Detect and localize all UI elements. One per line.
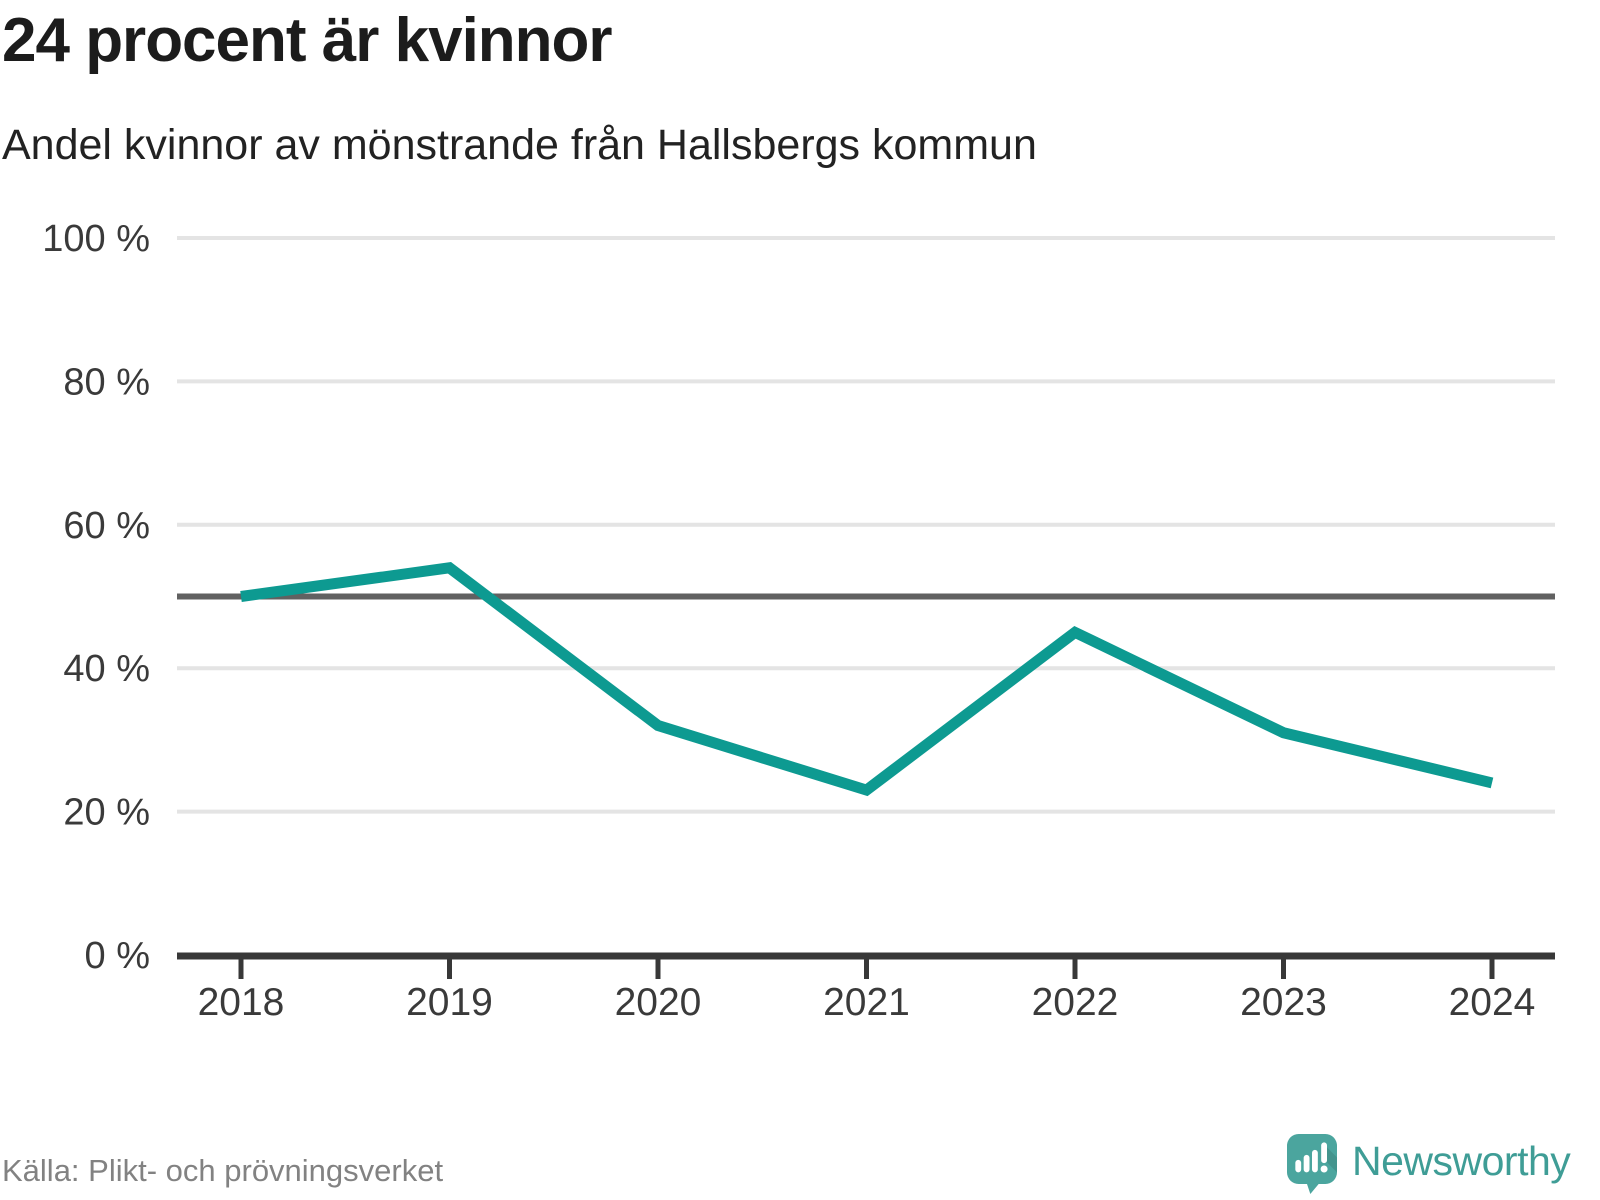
x-axis-label: 2018 bbox=[198, 981, 285, 1024]
y-axis-label: 0 % bbox=[85, 935, 150, 977]
y-axis-label: 100 % bbox=[42, 218, 150, 260]
x-axis-label: 2024 bbox=[1449, 981, 1536, 1024]
logo-exclamation-dot bbox=[1320, 1165, 1328, 1173]
y-axis-label: 20 % bbox=[63, 792, 150, 834]
y-axis-label: 40 % bbox=[63, 648, 150, 690]
x-axis-label: 2020 bbox=[615, 981, 702, 1024]
chart-title: 24 procent är kvinnor bbox=[2, 6, 613, 75]
x-axis-label: 2021 bbox=[823, 981, 910, 1024]
source-note: Källa: Plikt- och prövningsverket bbox=[2, 1153, 444, 1188]
logo-bar-3 bbox=[1312, 1149, 1318, 1173]
logo-exclamation-bar bbox=[1321, 1142, 1327, 1164]
newsworthy-logo-icon bbox=[1287, 1134, 1337, 1194]
logo-bar-2 bbox=[1303, 1154, 1310, 1173]
x-axis-label: 2019 bbox=[406, 981, 493, 1024]
x-axis-label: 2023 bbox=[1240, 981, 1327, 1024]
data-line bbox=[240, 562, 1494, 797]
chart-subtitle: Andel kvinnor av mönstrande från Hallsbe… bbox=[2, 121, 1037, 169]
logo-bar-1 bbox=[1295, 1159, 1302, 1173]
newsworthy-logo: Newsworthy bbox=[1287, 1134, 1571, 1194]
newsworthy-logo-text: Newsworthy bbox=[1352, 1138, 1571, 1184]
y-axis-label: 60 % bbox=[63, 505, 150, 547]
x-axis-label: 2022 bbox=[1032, 981, 1119, 1024]
y-axis-label: 80 % bbox=[63, 361, 150, 403]
